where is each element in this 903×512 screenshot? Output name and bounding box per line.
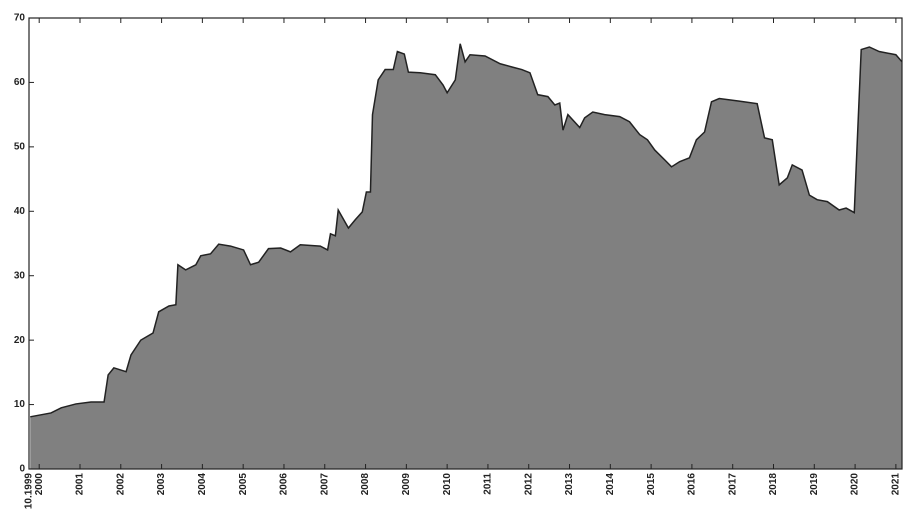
- x-tick-label: 2010: [442, 473, 453, 496]
- x-tick-label: 2016: [687, 473, 698, 496]
- x-tick-label: 2009: [401, 473, 412, 496]
- x-tick-label: 2002: [115, 473, 126, 496]
- x-tick-label: 2001: [75, 473, 86, 496]
- x-tick-label: 2005: [238, 473, 249, 496]
- y-tick-label: 40: [14, 206, 26, 217]
- x-tick-label: 2012: [523, 473, 534, 496]
- x-tick-label: 2019: [809, 473, 820, 496]
- area: [30, 43, 903, 470]
- x-tick-label: 2004: [197, 473, 208, 496]
- x-tick-label: 2011: [483, 473, 494, 495]
- x-tick-label: 2021: [891, 473, 902, 496]
- x-tick-label: 2006: [279, 473, 290, 496]
- plot-frame: [28, 17, 903, 470]
- x-tick-label: 2003: [156, 473, 167, 496]
- x-tick-label: 2014: [605, 473, 616, 496]
- y-tick-label: 30: [14, 270, 26, 281]
- x-tick-label: 2018: [768, 473, 779, 496]
- area-line: [30, 43, 903, 418]
- y-tick-label: 50: [14, 141, 26, 152]
- x-tick-label: 2017: [727, 473, 738, 496]
- x-tick-label: 2000: [34, 473, 45, 496]
- x-tick-label: 2007: [319, 473, 330, 496]
- x-tick-label: 2008: [360, 473, 371, 496]
- x-tick-label: 2015: [646, 473, 657, 496]
- x-tick-label: 2013: [564, 473, 575, 496]
- y-tick-label: 0: [19, 464, 25, 475]
- y-tick-label: 70: [14, 13, 26, 24]
- x-tick-label: 2020: [850, 473, 861, 496]
- y-tick-label: 60: [14, 77, 26, 88]
- y-tick-label: 20: [14, 335, 26, 346]
- y-tick-label: 10: [14, 399, 26, 410]
- x-tick-label: 10.1999: [24, 473, 35, 510]
